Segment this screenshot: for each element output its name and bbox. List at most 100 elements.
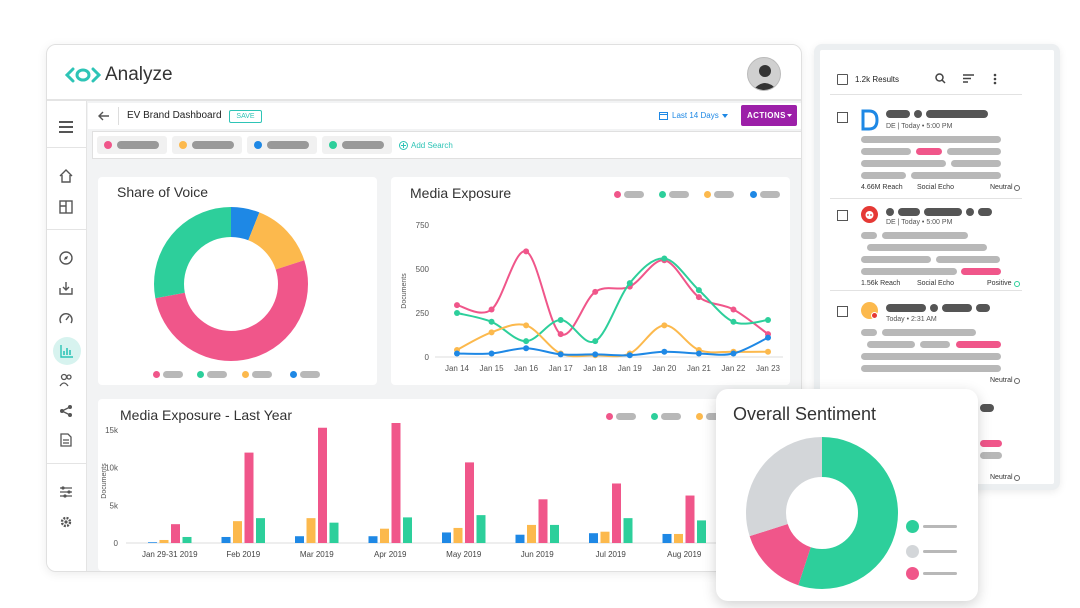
data-point[interactable] bbox=[765, 317, 771, 324]
bar[interactable] bbox=[527, 524, 536, 543]
data-point[interactable] bbox=[454, 302, 460, 309]
search-chip[interactable] bbox=[97, 136, 167, 154]
compass-icon[interactable] bbox=[59, 251, 73, 265]
bar[interactable] bbox=[159, 539, 169, 543]
bar[interactable] bbox=[221, 536, 231, 543]
bar[interactable] bbox=[256, 518, 265, 543]
select-all-checkbox[interactable] bbox=[837, 74, 848, 85]
chevron-down-icon[interactable] bbox=[722, 114, 728, 118]
data-point[interactable] bbox=[454, 310, 460, 316]
data-point[interactable] bbox=[730, 306, 737, 313]
bar[interactable] bbox=[465, 462, 474, 543]
item-checkbox[interactable] bbox=[837, 306, 848, 317]
data-point[interactable] bbox=[488, 329, 495, 336]
data-point[interactable] bbox=[695, 294, 702, 301]
data-point[interactable] bbox=[592, 288, 599, 295]
result-item[interactable]: Today • 2:31 AM Neutral bbox=[820, 296, 1030, 388]
toolbar-divider bbox=[118, 107, 119, 125]
bar[interactable] bbox=[515, 534, 525, 543]
item-sentiment: Positive bbox=[987, 280, 1012, 287]
data-point[interactable] bbox=[523, 338, 530, 345]
data-point[interactable] bbox=[454, 350, 460, 357]
bar[interactable] bbox=[612, 483, 621, 543]
bar[interactable] bbox=[244, 452, 254, 543]
bar[interactable] bbox=[391, 423, 401, 543]
data-point[interactable] bbox=[695, 287, 702, 294]
data-point[interactable] bbox=[661, 255, 668, 262]
search-icon[interactable] bbox=[935, 73, 946, 84]
add-search-link[interactable]: Add Search bbox=[411, 141, 453, 150]
date-range-select[interactable]: Last 14 Days bbox=[672, 111, 719, 120]
share-icon[interactable] bbox=[59, 404, 73, 418]
data-point[interactable] bbox=[523, 248, 530, 255]
data-point[interactable] bbox=[661, 322, 668, 329]
bar[interactable] bbox=[233, 521, 242, 543]
bar[interactable] bbox=[295, 536, 304, 543]
bar[interactable] bbox=[171, 524, 180, 543]
data-point[interactable] bbox=[488, 306, 495, 313]
data-point[interactable] bbox=[557, 331, 564, 338]
search-chip[interactable] bbox=[322, 136, 392, 154]
bar[interactable] bbox=[697, 520, 706, 543]
save-button[interactable]: SAVE bbox=[229, 110, 262, 123]
item-checkbox[interactable] bbox=[837, 112, 848, 123]
menu-icon[interactable] bbox=[59, 121, 73, 133]
data-point[interactable] bbox=[557, 351, 564, 358]
data-point[interactable] bbox=[765, 348, 771, 355]
bar[interactable] bbox=[403, 517, 412, 543]
bar[interactable] bbox=[453, 527, 463, 543]
avatar[interactable] bbox=[747, 57, 781, 91]
search-chip[interactable] bbox=[172, 136, 242, 154]
actions-button[interactable]: ACTIONS bbox=[741, 105, 797, 126]
data-point[interactable] bbox=[661, 348, 668, 355]
back-arrow-icon[interactable] bbox=[98, 111, 110, 121]
data-point[interactable] bbox=[557, 317, 564, 324]
bar[interactable] bbox=[674, 533, 683, 543]
search-chip[interactable] bbox=[247, 136, 317, 154]
layout-icon[interactable] bbox=[59, 200, 73, 214]
bar[interactable] bbox=[318, 427, 327, 543]
bar[interactable] bbox=[538, 499, 548, 543]
analytics-icon[interactable] bbox=[53, 337, 81, 365]
gear-icon[interactable] bbox=[59, 515, 73, 529]
home-icon[interactable] bbox=[59, 169, 73, 183]
sort-icon[interactable] bbox=[963, 74, 974, 83]
result-item[interactable]: DE | Today • 5:00 PM 4.66M Reach Social … bbox=[820, 102, 1030, 194]
document-icon[interactable] bbox=[59, 433, 73, 447]
bar[interactable] bbox=[476, 515, 486, 543]
bar[interactable] bbox=[550, 524, 559, 543]
result-item[interactable]: DE | Today • 5:00 PM 1.56k Reach Social … bbox=[820, 200, 1030, 292]
gauge-icon[interactable] bbox=[59, 312, 73, 326]
data-point[interactable] bbox=[523, 345, 530, 352]
data-point[interactable] bbox=[488, 318, 495, 325]
bar[interactable] bbox=[306, 518, 316, 543]
bar[interactable] bbox=[442, 532, 451, 543]
data-point[interactable] bbox=[592, 338, 599, 345]
data-point[interactable] bbox=[626, 280, 633, 287]
result-item[interactable]: Neutral bbox=[820, 390, 1030, 484]
users-icon[interactable] bbox=[59, 373, 73, 387]
data-point[interactable] bbox=[523, 322, 530, 329]
item-checkbox[interactable] bbox=[837, 210, 848, 221]
bar[interactable] bbox=[329, 522, 339, 543]
bar[interactable] bbox=[380, 528, 389, 543]
bar[interactable] bbox=[148, 542, 157, 543]
data-point[interactable] bbox=[695, 350, 702, 357]
more-vert-icon[interactable] bbox=[993, 73, 997, 85]
data-point[interactable] bbox=[730, 318, 737, 325]
data-point[interactable] bbox=[488, 350, 495, 357]
bar[interactable] bbox=[662, 533, 672, 543]
bar[interactable] bbox=[685, 495, 695, 543]
inbox-icon[interactable] bbox=[59, 281, 73, 295]
bar[interactable] bbox=[589, 533, 598, 543]
bar[interactable] bbox=[600, 531, 610, 543]
bar[interactable] bbox=[182, 536, 192, 543]
data-point[interactable] bbox=[730, 350, 737, 357]
add-circle-icon[interactable] bbox=[399, 141, 408, 150]
filters-icon[interactable] bbox=[59, 485, 73, 499]
bar[interactable] bbox=[368, 536, 378, 543]
bar[interactable] bbox=[623, 518, 633, 543]
data-point[interactable] bbox=[626, 352, 633, 359]
data-point[interactable] bbox=[765, 334, 771, 341]
data-point[interactable] bbox=[592, 351, 599, 358]
